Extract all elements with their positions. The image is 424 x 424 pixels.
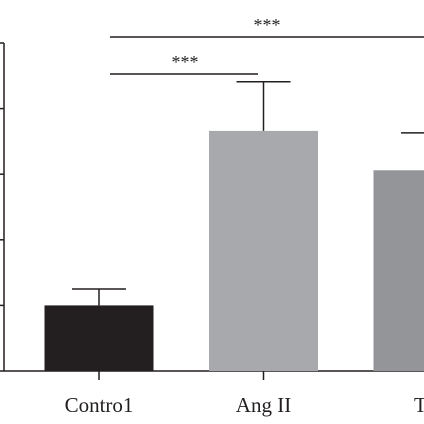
significance-label: *** — [172, 52, 199, 72]
x-tick-label: Ang II — [236, 393, 291, 417]
x-tick-label: Contro1 — [65, 393, 134, 417]
bar — [44, 305, 154, 371]
significance-label: *** — [254, 15, 281, 35]
bar — [209, 130, 318, 371]
x-tick-label: TG — [414, 393, 424, 417]
bar — [373, 170, 424, 371]
